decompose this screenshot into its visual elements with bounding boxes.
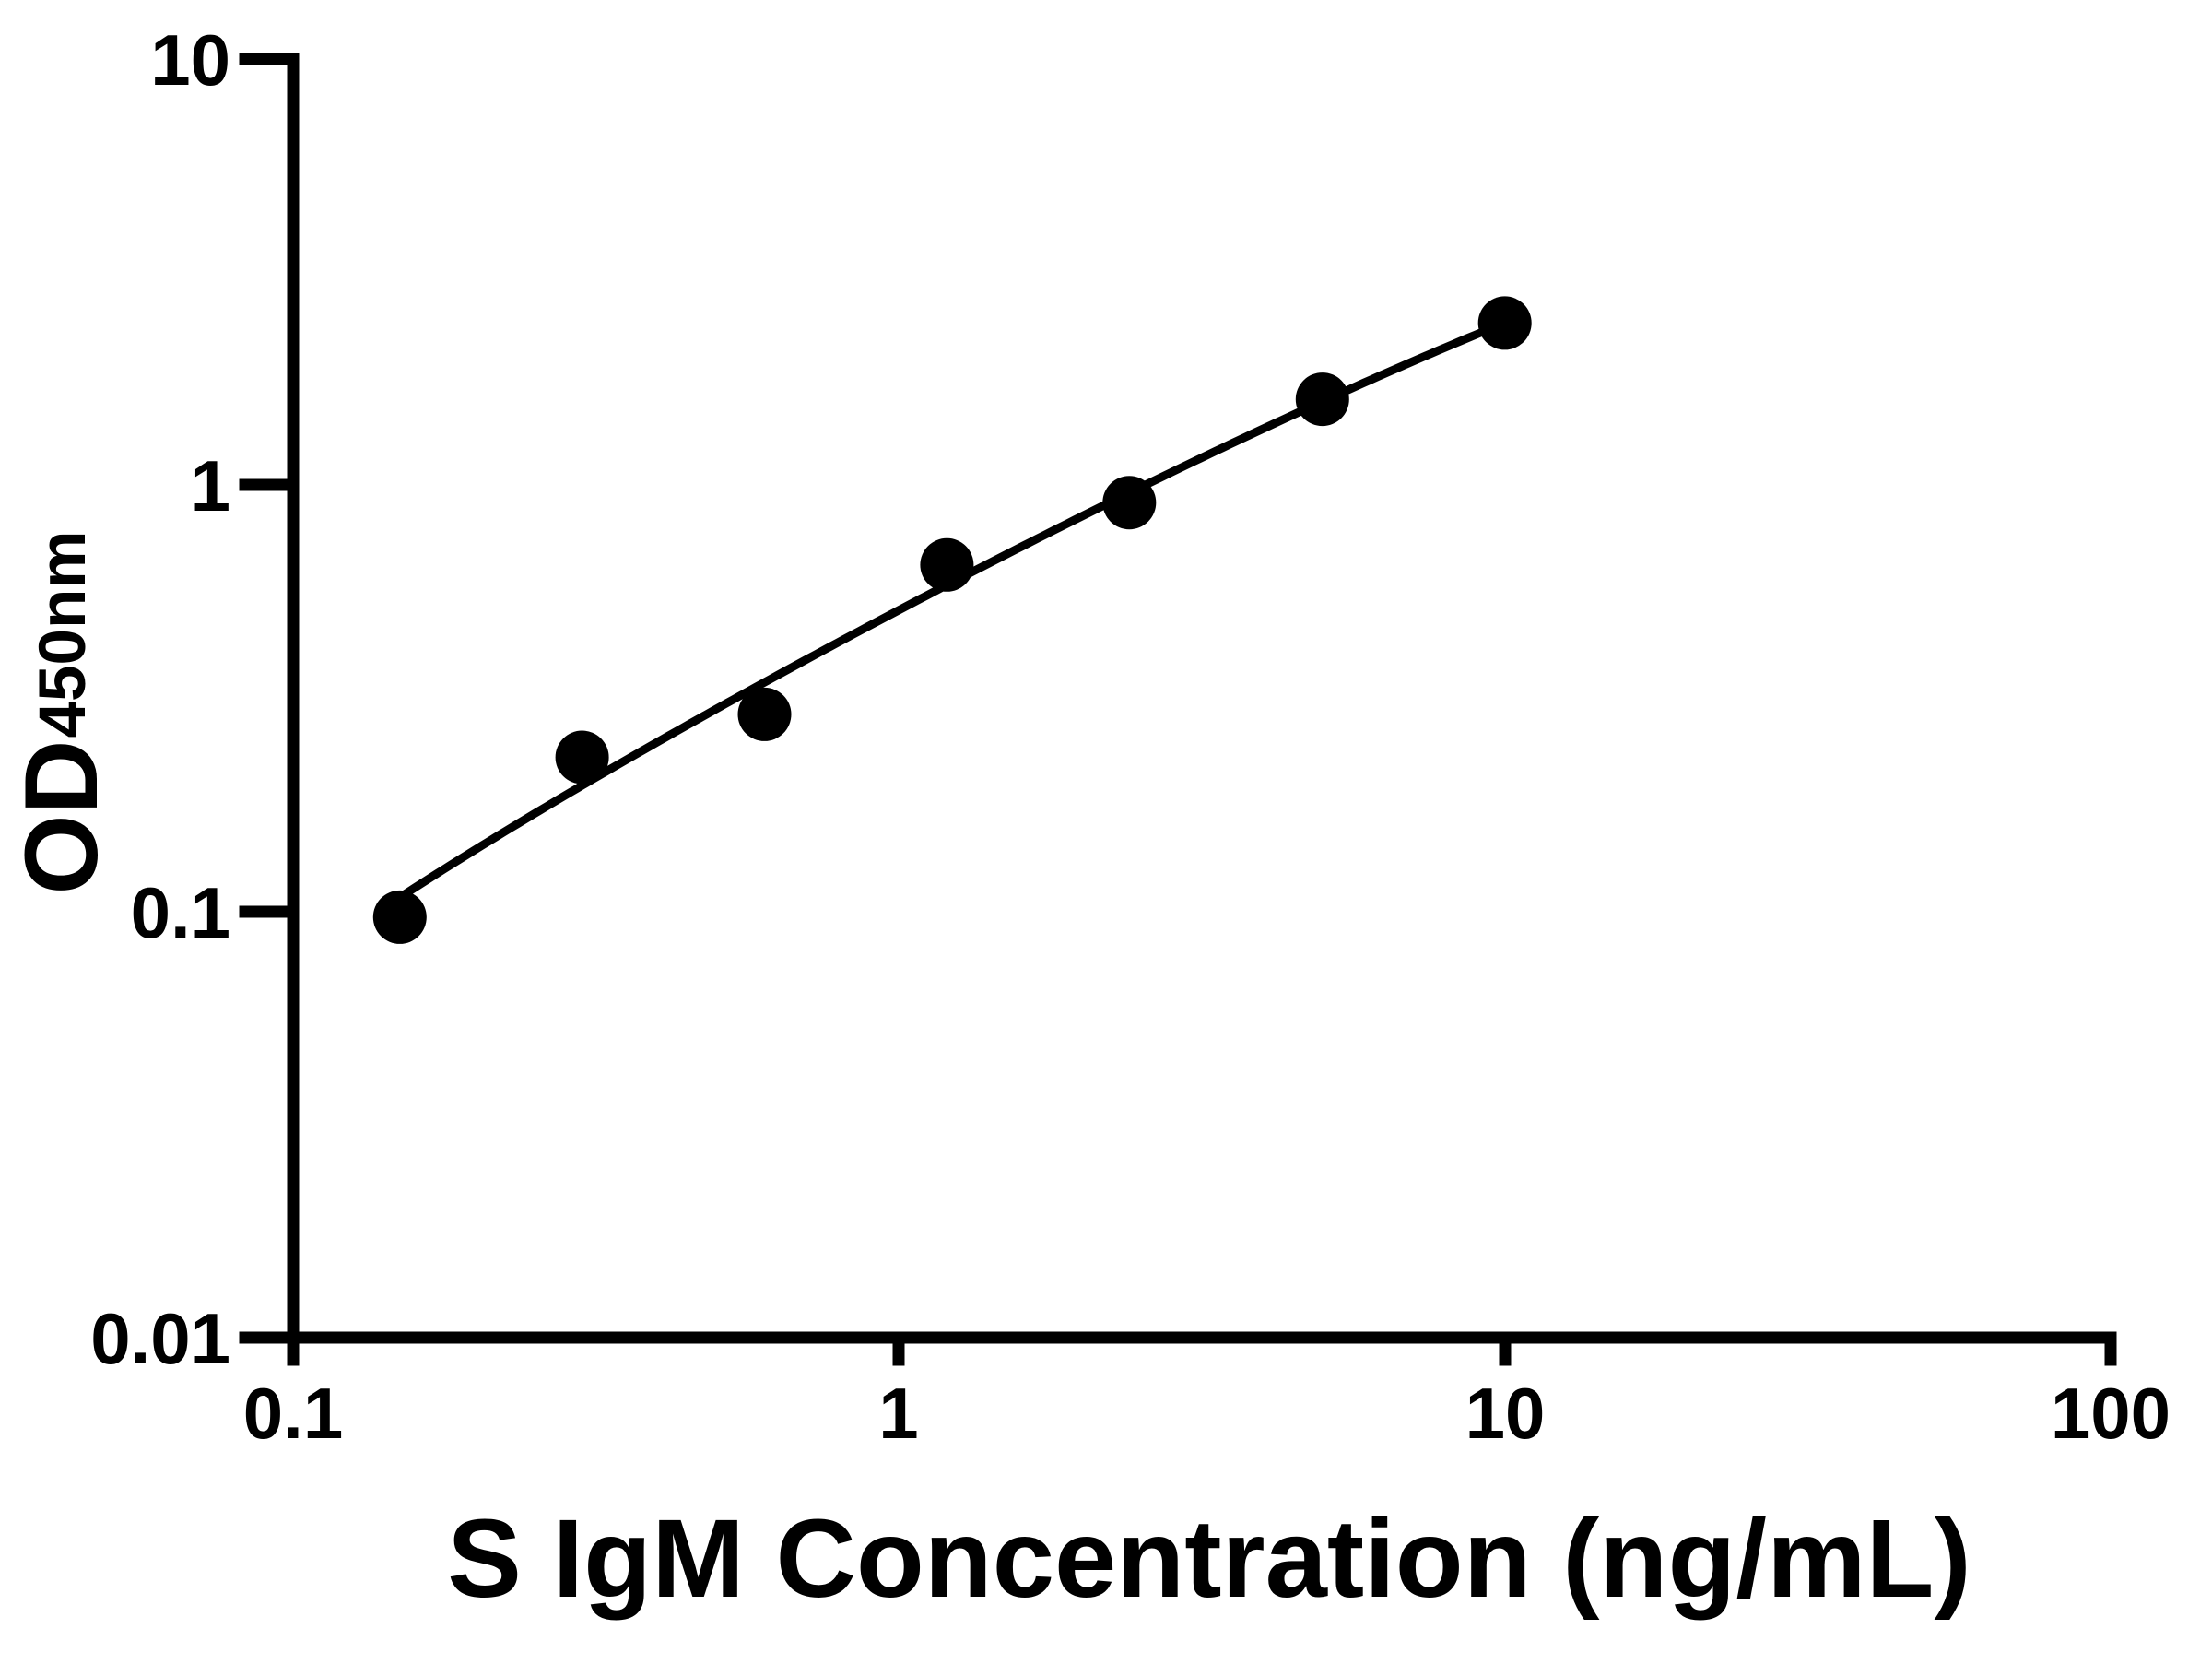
svg-text:0.01: 0.01 — [90, 1298, 230, 1379]
svg-text:1: 1 — [878, 1373, 918, 1454]
svg-text:S IgM Concentration (ng/mL): S IgM Concentration (ng/mL) — [447, 1495, 1971, 1621]
svg-text:100: 100 — [2051, 1373, 2171, 1454]
svg-text:0.1: 0.1 — [131, 872, 230, 953]
svg-text:10: 10 — [150, 19, 230, 100]
svg-text:0.1: 0.1 — [243, 1373, 343, 1454]
svg-text:1: 1 — [191, 445, 230, 526]
svg-text:10: 10 — [1465, 1373, 1546, 1454]
